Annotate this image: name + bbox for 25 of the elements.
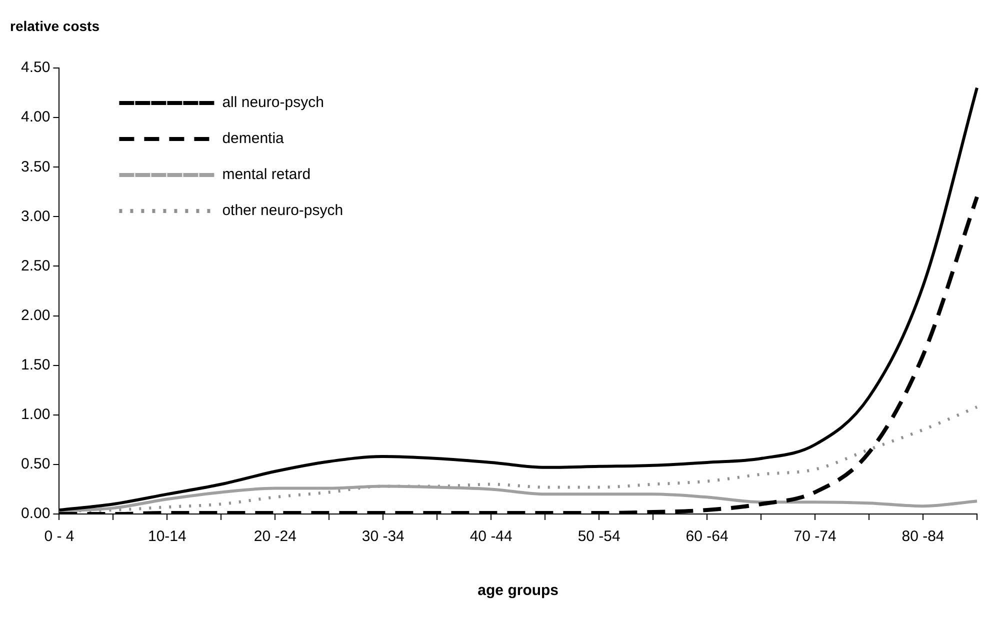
y-tick-label: 2.00 bbox=[20, 306, 50, 324]
legend-label: all neuro-psych bbox=[222, 94, 324, 112]
x-tick-label: 0 - 4 bbox=[44, 528, 74, 546]
y-tick-label: 4.50 bbox=[20, 59, 50, 76]
x-tick-label: 40 -44 bbox=[470, 528, 512, 546]
legend-label: mental retard bbox=[222, 166, 311, 184]
y-tick-label: 3.50 bbox=[20, 158, 50, 176]
x-tick-label: 70 -74 bbox=[794, 528, 836, 546]
x-tick-label: 30 -34 bbox=[362, 528, 404, 546]
legend-label: dementia bbox=[222, 130, 285, 148]
x-tick-label: 10-14 bbox=[148, 528, 186, 546]
y-tick-label: 3.00 bbox=[20, 208, 50, 225]
x-tick-label: 50 -54 bbox=[578, 528, 620, 546]
y-tick-label: 1.50 bbox=[20, 356, 50, 374]
y-tick-label: 1.00 bbox=[20, 406, 50, 424]
y-tick-label: 0.50 bbox=[20, 456, 50, 473]
y-tick-label: 4.00 bbox=[20, 108, 50, 126]
x-tick-label: 80 -84 bbox=[902, 528, 944, 546]
legend-label: other neuro-psych bbox=[222, 202, 344, 220]
y-axis-title: relative costs bbox=[10, 18, 100, 34]
y-tick-label: 2.50 bbox=[20, 257, 50, 274]
x-axis-title: age groups bbox=[478, 582, 559, 600]
y-tick-label: 0.00 bbox=[20, 505, 50, 522]
x-tick-label: 20 -24 bbox=[254, 528, 296, 546]
x-tick-label: 60 -64 bbox=[686, 528, 728, 546]
